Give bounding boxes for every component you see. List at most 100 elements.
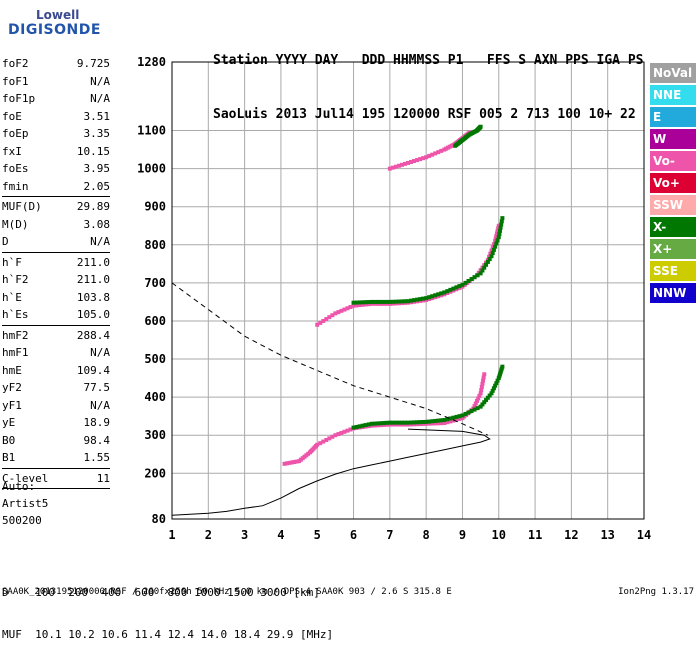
x-tick-label: 6 xyxy=(350,528,357,542)
data-point xyxy=(363,302,368,307)
legend-item: NNE xyxy=(650,85,696,105)
data-point xyxy=(457,414,462,419)
data-point xyxy=(366,422,371,427)
data-point xyxy=(480,381,485,386)
data-point xyxy=(289,460,294,465)
param-row: foEp 3.35 xyxy=(2,125,110,143)
data-point xyxy=(460,282,465,287)
data-point xyxy=(448,287,453,292)
logo-brand: Lowell xyxy=(36,8,80,22)
data-point xyxy=(354,303,359,308)
param-separator xyxy=(2,488,110,489)
data-point xyxy=(315,322,320,327)
data-point xyxy=(479,388,484,393)
data-point xyxy=(433,418,438,423)
data-point xyxy=(427,295,432,300)
data-point xyxy=(488,251,493,256)
x-tick-label: 3 xyxy=(241,528,248,542)
data-point xyxy=(496,235,501,240)
station-header: Station YYYY DAY DDD HHMMSS P1 FFS S AXN… xyxy=(213,16,643,142)
data-point xyxy=(399,162,404,167)
param-row: h`F2 211.0 xyxy=(2,271,110,289)
param-value: 18.9 xyxy=(83,416,111,429)
x-tick-label: 14 xyxy=(637,528,651,542)
data-point xyxy=(327,436,332,441)
digisonde-logo: Lowell DIGISONDE xyxy=(4,6,124,42)
data-point xyxy=(384,420,389,425)
param-value: 103.8 xyxy=(76,290,110,304)
parameter-list: foF2 9.725 foF1 N/A foF1p N/A foE 3.51 foEp 3.35 f… xyxy=(2,55,110,490)
data-point xyxy=(481,375,486,380)
data-point xyxy=(491,247,496,252)
x-tick-label: 11 xyxy=(528,528,542,542)
data-point xyxy=(357,303,362,308)
data-point xyxy=(284,461,289,466)
data-point xyxy=(469,277,474,282)
data-point xyxy=(439,291,444,296)
data-point xyxy=(384,299,389,304)
data-point xyxy=(366,300,371,305)
x-tick-label: 2 xyxy=(205,528,212,542)
data-point xyxy=(421,156,426,161)
param-value: 3.51 xyxy=(83,109,111,123)
legend-item: SSE xyxy=(650,261,696,281)
param-row: B0 98.4 xyxy=(2,432,110,450)
data-point xyxy=(378,299,383,304)
param-row: B1 1.55 xyxy=(2,449,110,467)
data-point xyxy=(480,268,485,273)
legend-item: SSW xyxy=(650,195,696,215)
data-point xyxy=(436,418,441,423)
data-point xyxy=(409,159,414,164)
param-key: yF1 xyxy=(2,398,22,412)
data-point xyxy=(480,402,485,407)
param-value: 9.725 xyxy=(76,57,110,70)
data-point xyxy=(381,421,386,426)
param-value: 77.5 xyxy=(83,381,111,394)
data-point xyxy=(345,428,350,433)
y-tick-label: 500 xyxy=(144,352,166,366)
data-point xyxy=(436,292,441,297)
data-point xyxy=(490,245,495,250)
param-key: yE xyxy=(2,416,16,429)
data-point xyxy=(406,420,410,425)
data-point xyxy=(500,216,505,221)
param-row: fmin 2.05 xyxy=(2,178,110,196)
data-point xyxy=(369,299,374,304)
param-value: N/A xyxy=(90,92,110,105)
reference-profile xyxy=(171,282,489,436)
y-tick-label: 700 xyxy=(144,276,166,290)
data-point xyxy=(424,419,429,424)
param-key: hmE xyxy=(2,363,22,377)
data-point xyxy=(482,265,487,270)
x-tick-label: 13 xyxy=(600,528,614,542)
x-tick-label: 12 xyxy=(564,528,578,542)
data-point xyxy=(363,300,368,305)
param-key: h`Es xyxy=(2,308,29,321)
param-row: hmF2 288.4 xyxy=(2,327,110,345)
data-point xyxy=(402,299,407,304)
data-point xyxy=(409,298,414,303)
data-point xyxy=(333,311,338,316)
x-tick-label: 9 xyxy=(459,528,466,542)
data-point xyxy=(396,420,401,425)
data-point xyxy=(430,294,435,299)
data-point xyxy=(378,421,383,426)
data-point xyxy=(390,165,395,170)
param-row: foEs 3.95 xyxy=(2,160,110,178)
data-point xyxy=(360,300,365,305)
param-row: hmE 109.4 xyxy=(2,362,110,380)
data-point xyxy=(493,244,498,249)
data-point xyxy=(415,297,420,302)
muf-distance-row: D 100 200 400 600 800 1000 1500 3000 [km… xyxy=(2,586,320,599)
param-key: hmF2 xyxy=(2,328,29,342)
data-point xyxy=(473,401,478,406)
data-point xyxy=(396,163,401,168)
param-key: foE xyxy=(2,109,22,123)
data-point xyxy=(485,395,490,400)
param-value: N/A xyxy=(90,346,110,359)
param-value: 11 xyxy=(96,471,110,485)
file-info-footer: SAA0K_2013195120000.RSF / 260fx256h 50 k… xyxy=(2,587,452,597)
data-point xyxy=(477,393,482,398)
data-point xyxy=(445,420,450,425)
data-point xyxy=(451,418,456,423)
